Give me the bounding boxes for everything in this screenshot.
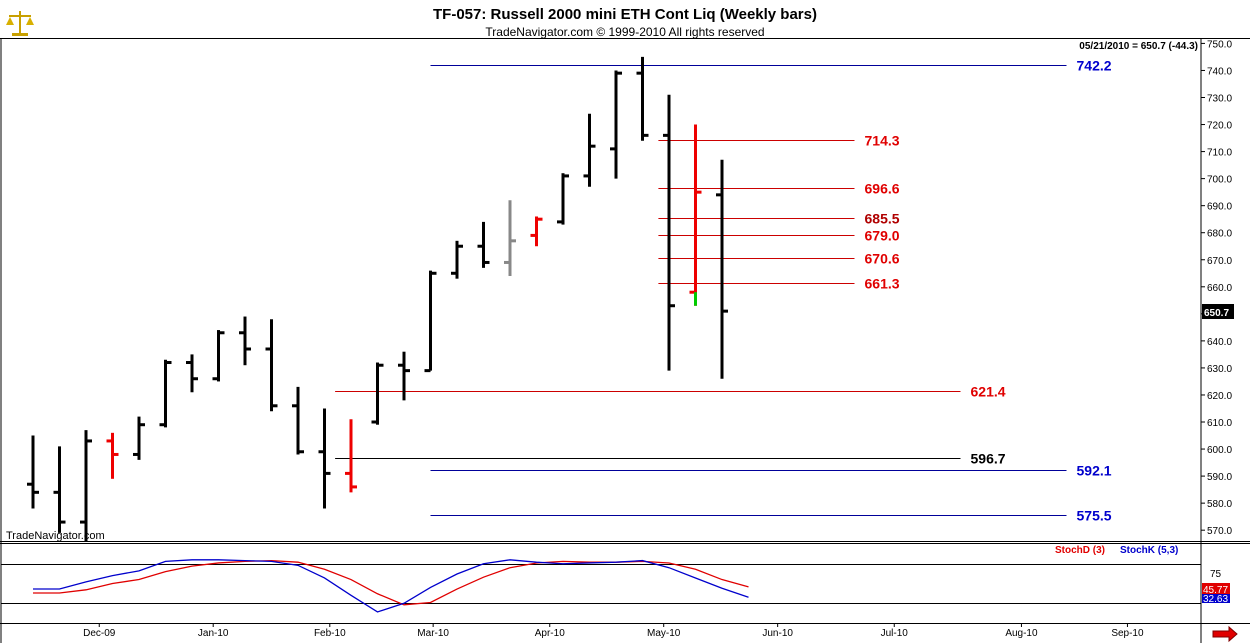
level-label: 696.6 bbox=[865, 181, 900, 197]
y-tick-label: 600.0 bbox=[1207, 445, 1232, 456]
stoch-k-value-box bbox=[1202, 592, 1230, 603]
ohlc-bar bbox=[80, 430, 92, 541]
ohlc-bar bbox=[159, 359, 172, 428]
y-tick-label: 750.0 bbox=[1207, 39, 1232, 50]
stoch-k-value: 32.63 bbox=[1203, 594, 1228, 605]
x-tick-label: Dec-09 bbox=[83, 628, 116, 639]
arrow-right-icon[interactable] bbox=[1212, 625, 1238, 643]
price-bars bbox=[27, 56, 728, 541]
stoch-d-legend: StochD (3) bbox=[1055, 545, 1105, 556]
y-tick-label: 620.0 bbox=[1207, 391, 1232, 402]
y-tick-label: 670.0 bbox=[1207, 256, 1232, 267]
y-tick-label: 730.0 bbox=[1207, 93, 1232, 104]
ohlc-bar bbox=[451, 240, 463, 279]
ohlc-bar bbox=[318, 408, 331, 509]
level-label: 621.4 bbox=[971, 384, 1006, 400]
ohlc-bar bbox=[530, 216, 543, 247]
level-label: 575.5 bbox=[1077, 508, 1112, 524]
x-tick-label: May-10 bbox=[647, 628, 681, 639]
y-tick-label: 610.0 bbox=[1207, 418, 1232, 429]
y-tick-label: 640.0 bbox=[1207, 337, 1232, 348]
x-tick-label: Aug-10 bbox=[1005, 628, 1038, 639]
chart-copyright: TradeNavigator.com © 1999-2010 All right… bbox=[485, 25, 764, 39]
level-label: 670.6 bbox=[865, 251, 900, 267]
date-axis: Dec-09 Jan-10 Feb-10 Mar-10 Apr-10 May-10 Jun-… bbox=[83, 623, 1144, 639]
ohlc-bar bbox=[345, 419, 357, 493]
y-tick-label: 580.0 bbox=[1207, 499, 1232, 510]
current-price-label: 650.7 bbox=[1204, 308, 1229, 319]
ohlc-bar bbox=[398, 351, 410, 401]
ohlc-bar bbox=[663, 94, 675, 371]
y-tick-label: 740.0 bbox=[1207, 66, 1232, 77]
x-tick-label: Feb-10 bbox=[314, 628, 346, 639]
ohlc-bar bbox=[212, 330, 225, 382]
x-tick-label: Sep-10 bbox=[1111, 628, 1144, 639]
ohlc-bar bbox=[504, 200, 516, 276]
stoch-d-value: 45.77 bbox=[1203, 585, 1228, 596]
level-label: 685.5 bbox=[865, 211, 900, 227]
level-label: 592.1 bbox=[1077, 463, 1112, 479]
ohlc-bar bbox=[106, 432, 119, 479]
ohlc-bar bbox=[716, 159, 728, 379]
level-label: 742.2 bbox=[1077, 58, 1112, 74]
ohlc-bar bbox=[557, 173, 569, 225]
ohlc-bar bbox=[186, 354, 198, 393]
ohlc-bar bbox=[636, 56, 649, 141]
ohlc-bar bbox=[689, 124, 702, 306]
x-tick-label: Apr-10 bbox=[535, 628, 565, 639]
ohlc-bar bbox=[53, 446, 66, 533]
x-tick-label: Jul-10 bbox=[881, 628, 909, 639]
level-label: 679.0 bbox=[865, 228, 900, 244]
ohlc-bar bbox=[477, 221, 490, 268]
x-tick-label: Jan-10 bbox=[198, 628, 229, 639]
ohlc-bar bbox=[239, 316, 251, 366]
stoch-d-value-box bbox=[1202, 583, 1230, 594]
ohlc-bar bbox=[610, 70, 622, 179]
y-tick-label: 630.0 bbox=[1207, 364, 1232, 375]
stoch-k-line bbox=[33, 559, 749, 613]
ohlc-bar bbox=[265, 319, 278, 412]
stochastic-panel bbox=[1, 559, 1201, 613]
ohlc-bar bbox=[292, 386, 304, 455]
y-tick-label: 570.0 bbox=[1207, 526, 1232, 537]
quote-label: 05/21/2010 = 650.7 (-44.3) bbox=[1079, 41, 1198, 52]
y-tick-label: 690.0 bbox=[1207, 202, 1232, 213]
y-tick-label: 720.0 bbox=[1207, 121, 1232, 132]
y-tick-label: 660.0 bbox=[1207, 283, 1232, 294]
level-label: 661.3 bbox=[865, 276, 900, 292]
x-tick-label: Mar-10 bbox=[417, 628, 449, 639]
ohlc-bar bbox=[583, 113, 596, 187]
stoch-level-75: 75 bbox=[1210, 569, 1222, 580]
watermark: TradeNavigator.com bbox=[6, 530, 105, 542]
ohlc-bar bbox=[371, 362, 384, 425]
ohlc-bar bbox=[133, 416, 145, 460]
y-tick-label: 590.0 bbox=[1207, 472, 1232, 483]
chart-title: TF-057: Russell 2000 mini ETH Cont Liq (… bbox=[433, 6, 817, 23]
x-tick-label: Jun-10 bbox=[762, 628, 793, 639]
ohlc-bar bbox=[424, 270, 437, 373]
level-label: 596.7 bbox=[971, 451, 1006, 467]
scale-logo-icon bbox=[6, 11, 34, 36]
ohlc-bar bbox=[27, 435, 39, 509]
stoch-k-legend: StochK (5,3) bbox=[1120, 545, 1178, 556]
level-label: 714.3 bbox=[865, 133, 900, 149]
y-tick-label: 710.0 bbox=[1207, 148, 1232, 159]
chart-frame bbox=[0, 38, 1250, 643]
current-price-box bbox=[1202, 304, 1234, 319]
y-tick-label: 680.0 bbox=[1207, 229, 1232, 240]
y-tick-label: 700.0 bbox=[1207, 175, 1232, 186]
